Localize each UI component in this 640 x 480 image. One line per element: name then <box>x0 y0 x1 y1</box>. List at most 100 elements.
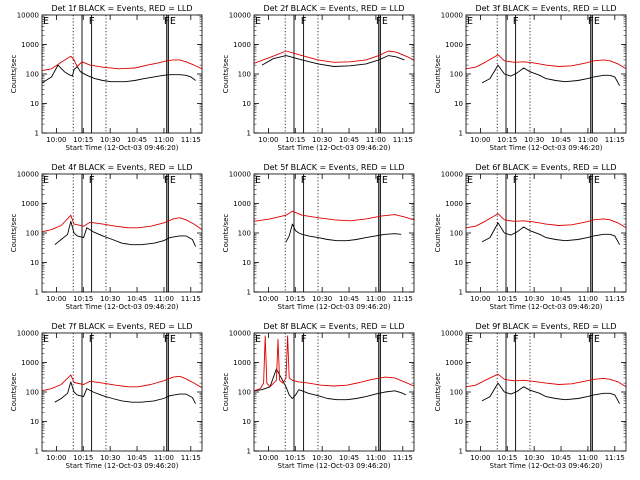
x-tick-label: 11:15 <box>181 454 201 462</box>
x-tick-label: 10:45 <box>551 454 571 462</box>
y-tick-label: 10 <box>30 418 39 426</box>
y-axis-label: Counts/sec <box>434 214 442 253</box>
x-tick-label: 10:45 <box>339 295 359 303</box>
lld-series-line <box>466 55 626 69</box>
y-tick-label: 10 <box>30 100 39 108</box>
y-tick-label: 10 <box>242 418 251 426</box>
events-series-line <box>482 223 620 245</box>
x-axis-label: Start Time (12-Oct-03 09:46:20) <box>490 144 603 152</box>
y-tick-label: 10 <box>242 259 251 267</box>
y-tick-label: 100 <box>238 389 251 397</box>
marker-fe: FE <box>588 16 600 27</box>
x-tick-label: 10:00 <box>46 136 66 144</box>
y-tick-label: 10000 <box>229 12 251 20</box>
marker-e: E <box>467 16 473 27</box>
y-tick-label: 1 <box>459 448 463 456</box>
marker-e: E <box>255 175 261 186</box>
x-axis-label: Start Time (12-Oct-03 09:46:20) <box>66 462 179 470</box>
marker-e: E <box>467 175 473 186</box>
y-tick-label: 10000 <box>229 171 251 179</box>
plot-frame <box>42 15 202 133</box>
lld-series-line <box>42 56 202 70</box>
x-tick-label: 10:00 <box>46 295 66 303</box>
panel-title: Det 8f BLACK = Events, RED = LLD <box>263 322 404 331</box>
marker-fe: FE <box>376 175 388 186</box>
x-axis-label: Start Time (12-Oct-03 09:46:20) <box>278 462 391 470</box>
lightcurve-panel-6: Det 6f BLACK = Events, RED = LLD 1 10 100 10… <box>434 163 626 311</box>
x-tick-label: 11:00 <box>366 454 386 462</box>
plot-frame <box>254 174 414 292</box>
marker-fe: FE <box>164 175 176 186</box>
y-axis-label: Counts/sec <box>222 214 230 253</box>
y-tick-label: 100 <box>450 389 463 397</box>
x-tick-label: 10:30 <box>312 295 332 303</box>
x-axis-label: Start Time (12-Oct-03 09:46:20) <box>278 144 391 152</box>
x-tick-label: 11:15 <box>393 295 413 303</box>
x-tick-label: 11:00 <box>154 295 174 303</box>
y-tick-label: 10 <box>454 259 463 267</box>
plot-frame <box>254 15 414 133</box>
x-tick-label: 11:15 <box>393 454 413 462</box>
x-axis-label: Start Time (12-Oct-03 09:46:20) <box>490 303 603 311</box>
marker-e: E <box>43 16 49 27</box>
y-axis-label: Counts/sec <box>434 373 442 412</box>
y-axis-label: Counts/sec <box>10 55 18 94</box>
x-tick-label: 10:15 <box>73 295 93 303</box>
x-tick-label: 10:15 <box>285 136 305 144</box>
panel-title: Det 5f BLACK = Events, RED = LLD <box>263 163 404 172</box>
lld-series-line <box>254 211 414 221</box>
y-tick-label: 1 <box>459 289 463 297</box>
x-tick-label: 10:30 <box>524 136 544 144</box>
y-tick-label: 10 <box>242 100 251 108</box>
y-tick-label: 1000 <box>21 41 39 49</box>
y-tick-label: 100 <box>450 71 463 79</box>
x-tick-label: 10:30 <box>312 136 332 144</box>
x-tick-label: 10:15 <box>285 454 305 462</box>
y-tick-label: 1000 <box>445 359 463 367</box>
x-axis-label: Start Time (12-Oct-03 09:46:20) <box>490 462 603 470</box>
events-series-line <box>482 383 620 404</box>
x-tick-label: 10:15 <box>285 295 305 303</box>
y-tick-label: 1 <box>459 130 463 138</box>
x-tick-label: 11:15 <box>605 295 625 303</box>
y-tick-label: 100 <box>238 230 251 238</box>
panel-title: Det 9f BLACK = Events, RED = LLD <box>475 322 616 331</box>
y-tick-label: 1 <box>35 289 39 297</box>
panel-title: Det 7f BLACK = Events, RED = LLD <box>51 322 192 331</box>
x-tick-label: 10:30 <box>100 295 120 303</box>
marker-e: E <box>255 334 261 345</box>
marker-f: F <box>513 334 519 345</box>
y-tick-label: 1000 <box>21 200 39 208</box>
x-tick-label: 10:30 <box>312 454 332 462</box>
x-tick-label: 10:00 <box>470 454 490 462</box>
x-tick-label: 11:00 <box>578 136 598 144</box>
x-tick-label: 11:00 <box>578 295 598 303</box>
y-tick-label: 10000 <box>441 12 463 20</box>
x-tick-label: 10:45 <box>551 295 571 303</box>
y-tick-label: 10000 <box>17 12 39 20</box>
lightcurve-panel-3: Det 3f BLACK = Events, RED = LLD 1 10 100 10… <box>434 4 626 152</box>
panel-title: Det 3f BLACK = Events, RED = LLD <box>475 4 616 13</box>
y-tick-label: 10000 <box>229 330 251 338</box>
events-series-line <box>482 65 620 86</box>
marker-fe: FE <box>588 175 600 186</box>
y-tick-label: 100 <box>238 71 251 79</box>
marker-f: F <box>89 16 95 27</box>
y-axis-label: Counts/sec <box>434 55 442 94</box>
y-tick-label: 1 <box>247 289 251 297</box>
panel-title: Det 1f BLACK = Events, RED = LLD <box>51 4 192 13</box>
y-tick-label: 10000 <box>441 171 463 179</box>
y-tick-label: 100 <box>450 230 463 238</box>
y-tick-label: 1000 <box>21 359 39 367</box>
marker-e: E <box>43 334 49 345</box>
y-tick-label: 1000 <box>233 200 251 208</box>
y-tick-label: 1000 <box>445 200 463 208</box>
x-tick-label: 10:15 <box>497 454 517 462</box>
y-tick-label: 10 <box>454 418 463 426</box>
events-series-line <box>55 382 196 404</box>
y-tick-label: 10 <box>454 100 463 108</box>
panel-title: Det 6f BLACK = Events, RED = LLD <box>475 163 616 172</box>
y-tick-label: 1000 <box>233 41 251 49</box>
x-tick-label: 10:00 <box>46 454 66 462</box>
x-tick-label: 10:45 <box>551 136 571 144</box>
